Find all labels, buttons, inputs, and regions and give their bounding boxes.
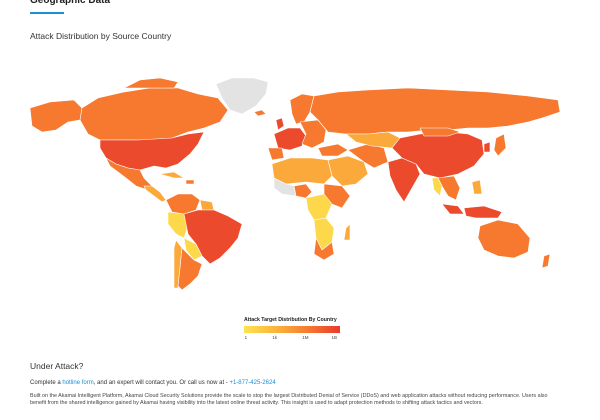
section-title: Geographic Data <box>30 0 111 6</box>
legend-tick: 1k <box>272 335 278 340</box>
country-argentina[interactable] <box>177 247 203 291</box>
country-north-africa[interactable] <box>271 157 333 185</box>
legend-tick: 1 <box>244 335 248 340</box>
country-central-america[interactable] <box>143 185 167 203</box>
country-canada-arctic[interactable] <box>123 78 179 89</box>
country-west-europe[interactable] <box>273 127 307 151</box>
country-middle-east[interactable] <box>327 155 369 187</box>
country-west-africa <box>273 177 297 197</box>
legend-ticks: 1 1k 1M 1B <box>244 335 340 343</box>
country-iceland[interactable] <box>253 109 267 117</box>
country-nigeria[interactable] <box>293 183 313 199</box>
legend-tick: 1M <box>302 335 309 340</box>
country-mongolia[interactable] <box>419 127 461 137</box>
contact-middle: , and an expert will contact you. Or cal… <box>93 380 230 386</box>
country-russia[interactable] <box>309 87 561 135</box>
country-colombia[interactable] <box>165 193 201 215</box>
legend-tick: 1B <box>331 335 337 340</box>
country-philippines[interactable] <box>471 179 483 195</box>
hotline-form-link[interactable]: hotline form <box>62 380 94 386</box>
under-attack-heading: Under Attack? <box>30 361 84 371</box>
country-indonesia[interactable] <box>441 203 465 215</box>
country-australia[interactable] <box>477 219 531 259</box>
title-underline <box>30 12 64 14</box>
country-japan[interactable] <box>493 133 507 157</box>
map-legend: Attack Target Distribution By Country 1 … <box>244 317 354 343</box>
contact-prefix: Complete a <box>30 380 63 386</box>
country-bolivia[interactable] <box>183 237 203 261</box>
country-thailand[interactable] <box>431 177 443 197</box>
description-text: Built on the Akamai Intelligent Platform… <box>30 393 548 406</box>
country-india[interactable] <box>387 157 421 203</box>
phone-link[interactable]: +1-877-425-2624 <box>229 380 276 386</box>
country-kazakhstan[interactable] <box>345 131 401 149</box>
country-turkey[interactable] <box>317 143 349 157</box>
legend-color-scale <box>244 326 340 333</box>
country-greenland <box>215 78 269 115</box>
country-alaska[interactable] <box>29 99 83 133</box>
contact-line: Complete a hotline form, and an expert w… <box>30 380 276 386</box>
world-map[interactable] <box>28 78 568 293</box>
country-madagascar[interactable] <box>343 223 351 241</box>
country-korea[interactable] <box>483 141 491 153</box>
country-canada[interactable] <box>79 87 229 141</box>
country-cuba[interactable] <box>159 171 185 179</box>
country-guianas[interactable] <box>199 199 215 211</box>
country-scandinavia[interactable] <box>289 93 315 125</box>
country-indonesia-east[interactable] <box>463 205 503 219</box>
country-iberia[interactable] <box>267 147 285 161</box>
country-uk[interactable] <box>275 117 285 131</box>
country-new-zealand[interactable] <box>541 253 551 269</box>
country-south-africa[interactable] <box>313 237 335 261</box>
country-east-africa[interactable] <box>323 183 351 209</box>
legend-title: Attack Target Distribution By Country <box>244 317 337 323</box>
map-subtitle: Attack Distribution by Source Country <box>30 31 172 41</box>
country-caribbean[interactable] <box>185 179 195 185</box>
